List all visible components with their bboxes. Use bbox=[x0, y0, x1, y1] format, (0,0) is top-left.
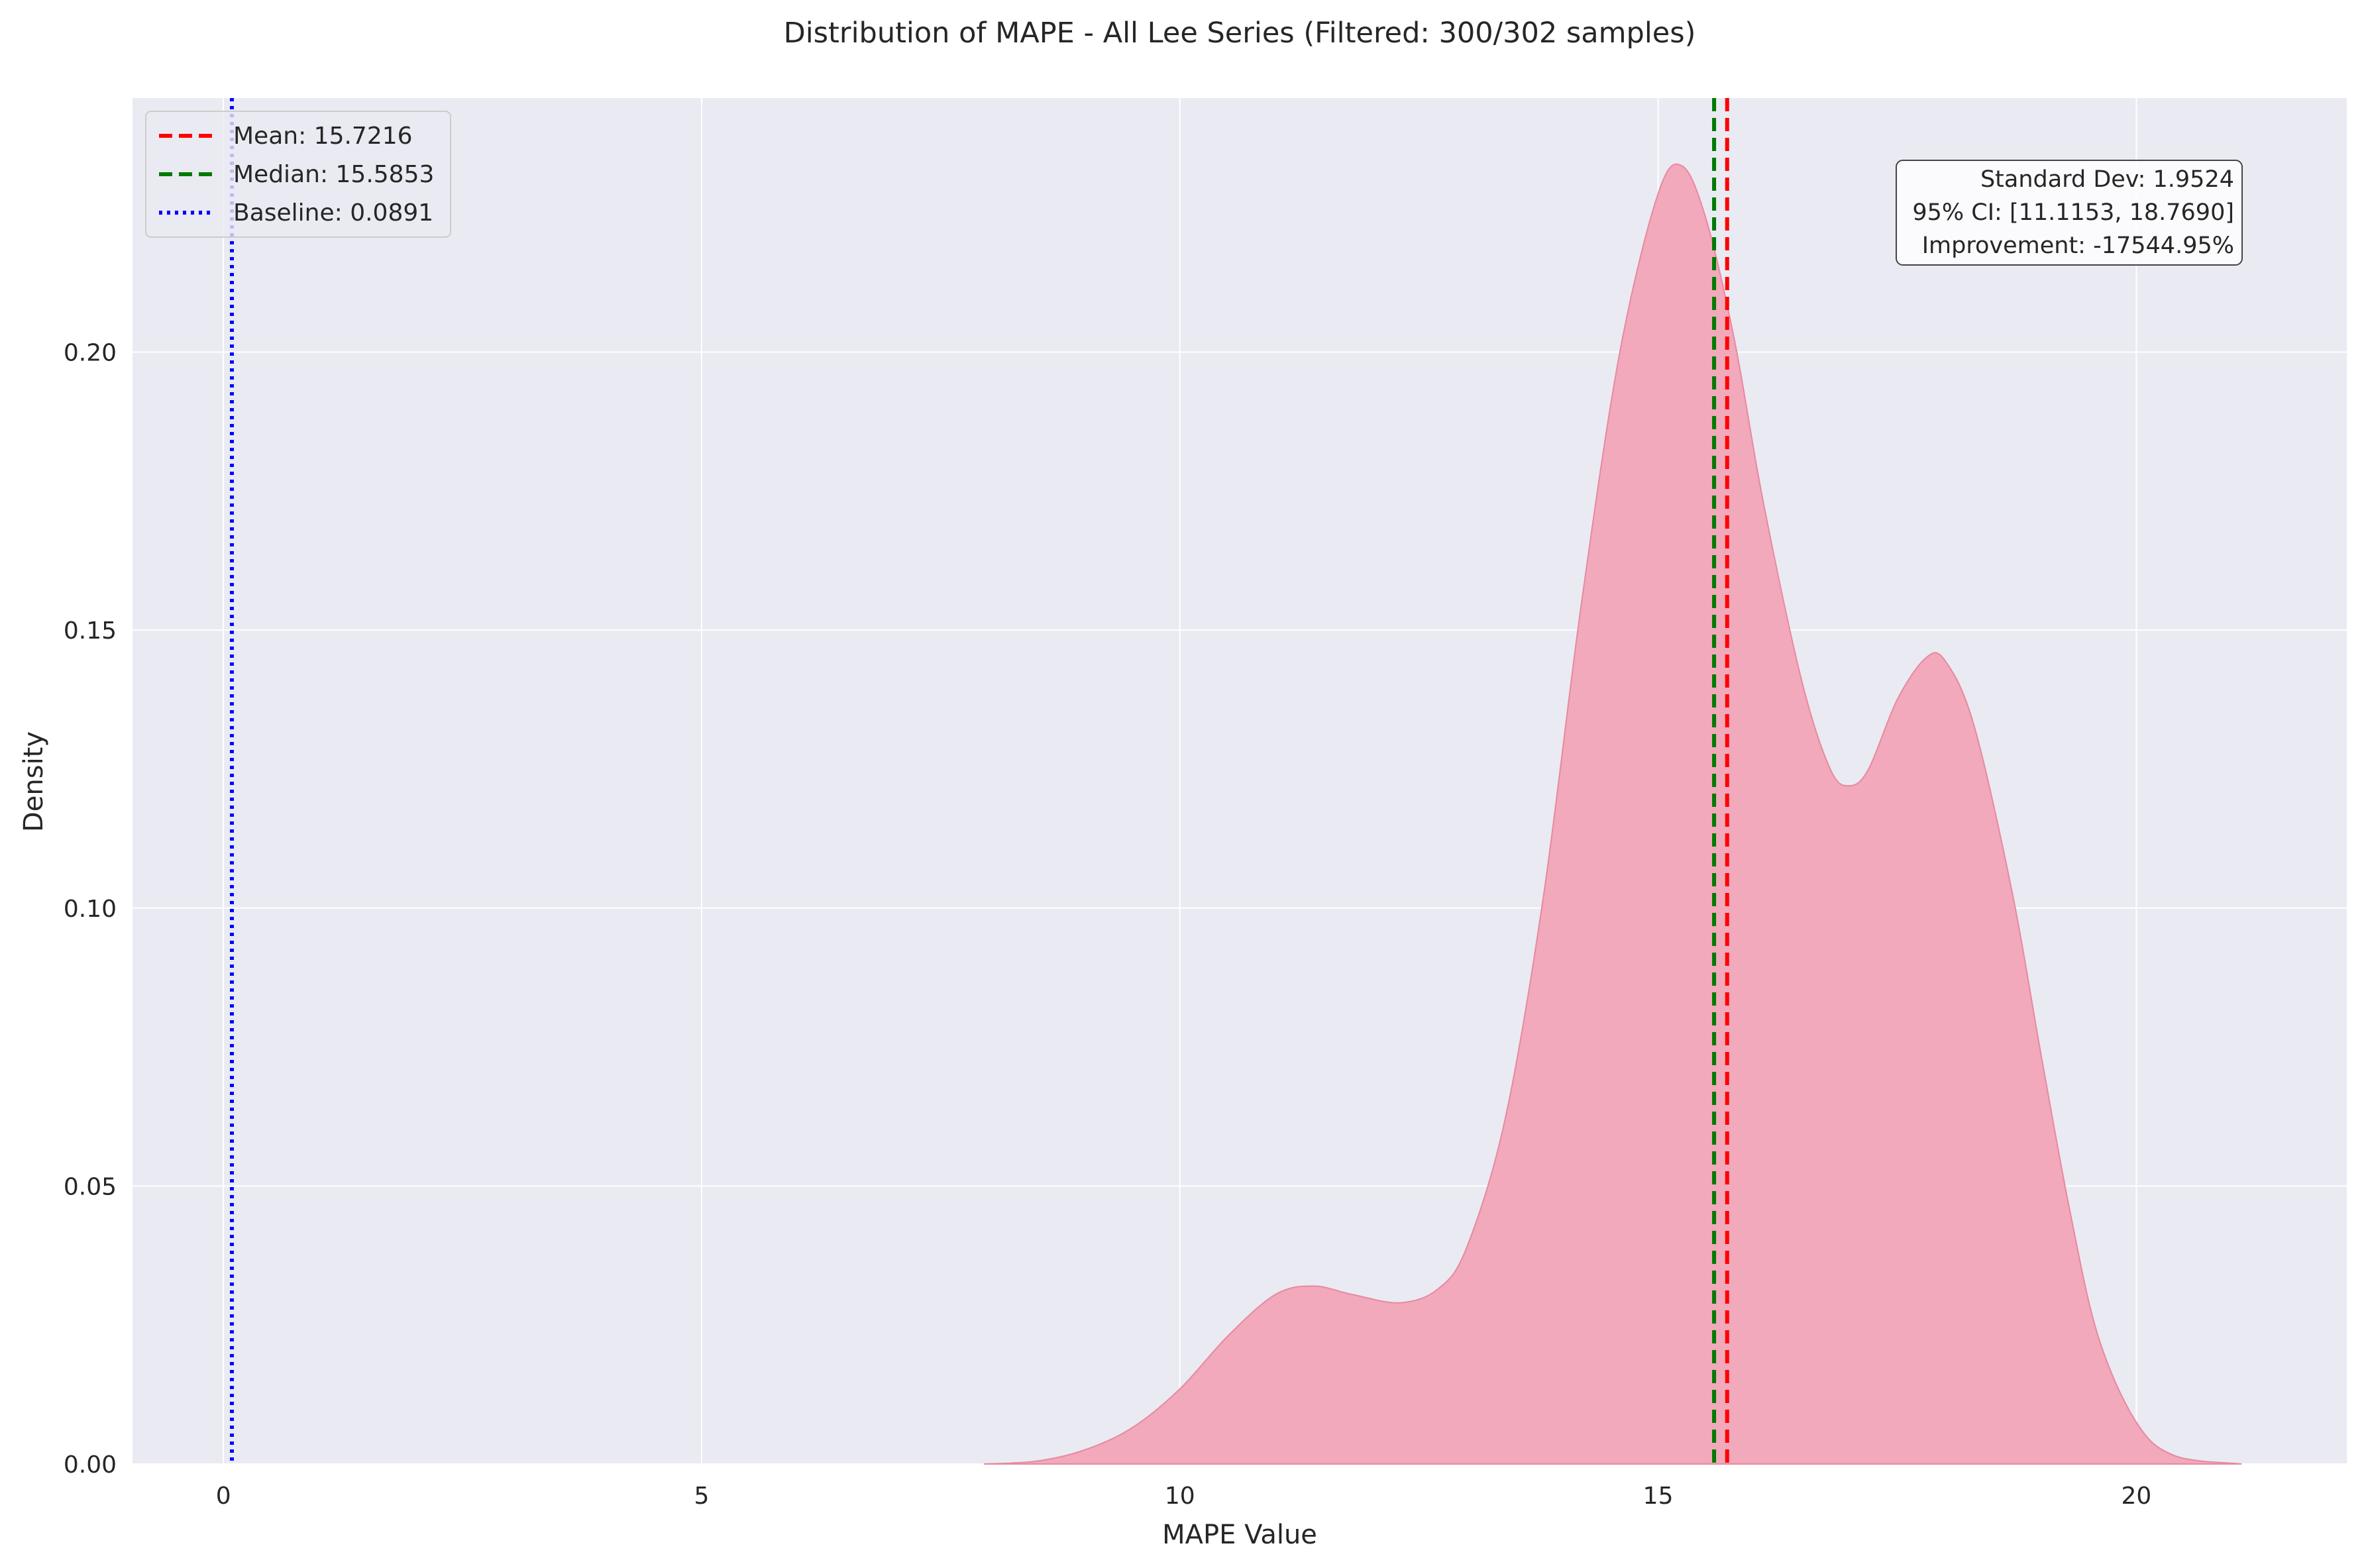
legend-baseline-label: Baseline: 0.0891 bbox=[233, 199, 433, 227]
chart-title: Distribution of MAPE - All Lee Series (F… bbox=[784, 17, 1696, 50]
y-tick-label: 0.10 bbox=[64, 896, 117, 923]
legend-mean-label: Mean: 15.7216 bbox=[233, 123, 413, 150]
y-tick-label: 0.05 bbox=[64, 1173, 117, 1200]
stats-std-dev: Standard Dev: 1.9524 bbox=[1980, 166, 2234, 193]
stats-box: Standard Dev: 1.9524 95% CI: [11.1153, 1… bbox=[1896, 160, 2243, 266]
y-tick-label: 0.00 bbox=[64, 1451, 117, 1479]
y-tick-labels: 0.00 0.05 0.10 0.15 0.20 bbox=[64, 340, 117, 1479]
x-tick-label: 20 bbox=[2121, 1483, 2151, 1510]
y-tick-label: 0.15 bbox=[64, 617, 117, 645]
y-axis-label: Density bbox=[19, 731, 49, 832]
stats-box-frame bbox=[1896, 160, 2243, 266]
x-tick-labels: 0 5 10 15 20 bbox=[216, 1483, 2152, 1510]
x-tick-label: 5 bbox=[694, 1483, 710, 1510]
x-axis-label: MAPE Value bbox=[1162, 1520, 1317, 1550]
stats-confidence-interval: 95% CI: [11.1153, 18.7690] bbox=[1912, 199, 2234, 226]
x-tick-label: 0 bbox=[216, 1483, 231, 1510]
legend-box bbox=[145, 111, 451, 238]
kde-area-group bbox=[983, 163, 2242, 1465]
y-tick-label: 0.20 bbox=[64, 340, 117, 367]
stats-improvement: Improvement: -17544.95% bbox=[1922, 233, 2234, 259]
reference-lines bbox=[230, 98, 1729, 1464]
legend: Mean: 15.7216 Median: 15.5853 Baseline: … bbox=[145, 111, 451, 238]
x-tick-label: 10 bbox=[1165, 1483, 1195, 1510]
x-tick-label: 15 bbox=[1643, 1483, 1674, 1510]
kde-area bbox=[983, 163, 2242, 1465]
legend-median-label: Median: 15.5853 bbox=[233, 161, 434, 188]
